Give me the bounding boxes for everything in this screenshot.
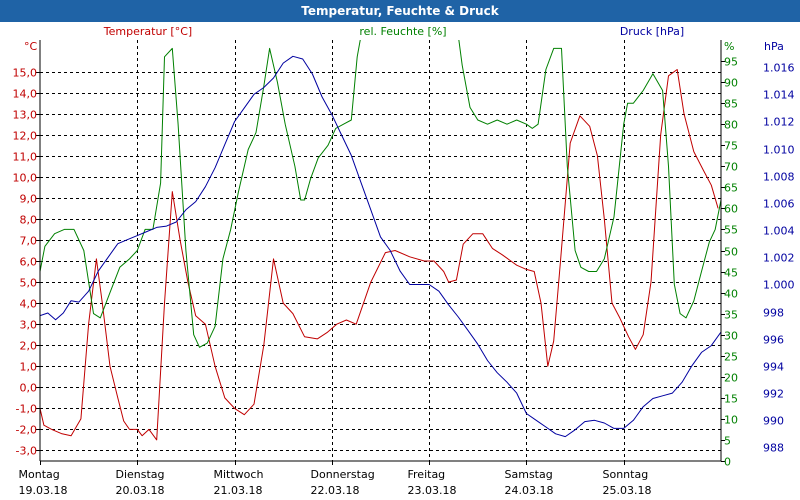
day-label: Montag (19, 468, 60, 481)
humidity-line (40, 40, 721, 348)
day-label: Donnerstag (311, 468, 375, 481)
temperature-tick-label: 8,0 (20, 214, 38, 227)
temperature-tick-label: 12,0 (13, 130, 38, 143)
humidity-tick-label: 70 (724, 161, 738, 174)
day-label: Sonntag (603, 468, 649, 481)
date-label: 24.03.18 (505, 484, 554, 497)
pressure-tick-label: 1.004 (763, 225, 795, 238)
humidity-tick-label: 10 (724, 414, 738, 427)
pressure-tick-label: 1.006 (763, 198, 795, 211)
humidity-axis-title: rel. Feuchte [%] (359, 25, 446, 38)
pressure-tick-label: 1.010 (763, 144, 795, 157)
temperature-unit-label: °C (24, 40, 38, 53)
humidity-tick-label: 75 (724, 140, 738, 153)
humidity-tick-label: 80 (724, 119, 738, 132)
humidity-tick-label: 35 (724, 309, 738, 322)
date-label: 19.03.18 (19, 484, 68, 497)
temperature-tick-label: 10,0 (13, 172, 38, 185)
day-label: Freitag (408, 468, 446, 481)
window-title: Temperatur, Feuchte & Druck (0, 0, 800, 22)
humidity-tick-label: 45 (724, 267, 738, 280)
pressure-tick-label: 1.000 (763, 279, 795, 292)
temperature-tick-label: -3,0 (16, 445, 37, 458)
humidity-tick-label: 15 (724, 393, 738, 406)
pressure-tick-label: 1.008 (763, 171, 795, 184)
humidity-tick-label: 5 (724, 435, 731, 448)
pressure-line (40, 55, 721, 438)
temperature-tick-label: 13,0 (13, 109, 38, 122)
axes: -3,0 -2,0 -1,0 0,0 1,0 2,0 3,0 4,0 5,0 6,0 7,0 8,0 9… (13, 40, 795, 497)
day-label: Samstag (505, 468, 553, 481)
pressure-tick-label: 1.016 (763, 62, 795, 75)
humidity-tick-label: 0 (724, 456, 731, 469)
temperature-tick-label: 4,0 (20, 298, 38, 311)
date-label: 23.03.18 (408, 484, 457, 497)
humidity-tick-label: 65 (724, 182, 738, 195)
temperature-tick-label: 0,0 (20, 382, 38, 395)
date-label: 22.03.18 (311, 484, 360, 497)
humidity-tick-label: 40 (724, 288, 738, 301)
pressure-tick-label: 1.012 (763, 116, 795, 129)
day-label: Dienstag (116, 468, 165, 481)
temperature-tick-label: -1,0 (16, 403, 37, 416)
pressure-axis-title: Druck [hPa] (620, 25, 684, 38)
humidity-tick-label: 25 (724, 351, 738, 364)
pressure-unit-label: hPa (764, 40, 784, 53)
pressure-tick-label: 990 (763, 415, 784, 428)
temperature-tick-label: 14,0 (13, 88, 38, 101)
humidity-tick-label: 95 (724, 56, 738, 69)
humidity-tick-label: 55 (724, 224, 738, 237)
humidity-unit-label: % (724, 40, 734, 53)
humidity-tick-label: 85 (724, 98, 738, 111)
humidity-tick-label: 50 (724, 246, 738, 259)
grid (40, 40, 721, 461)
temperature-tick-label: 6,0 (20, 256, 38, 269)
pressure-tick-label: 992 (763, 388, 784, 401)
temperature-line (40, 69, 719, 441)
temperature-tick-label: 9,0 (20, 193, 38, 206)
temperature-tick-label: 1,0 (20, 361, 38, 374)
temperature-tick-label: 11,0 (13, 151, 38, 164)
temperature-tick-label: 15,0 (13, 67, 38, 80)
temperature-tick-label: -2,0 (16, 424, 37, 437)
temperature-tick-label: 7,0 (20, 235, 38, 248)
humidity-tick-label: 20 (724, 372, 738, 385)
humidity-tick-label: 60 (724, 203, 738, 216)
pressure-tick-label: 1.002 (763, 252, 795, 265)
humidity-tick-label: 90 (724, 77, 738, 90)
temperature-axis-title: Temperatur [°C] (103, 25, 192, 38)
pressure-tick-label: 988 (763, 442, 784, 455)
pressure-tick-label: 994 (763, 361, 784, 374)
pressure-tick-label: 1.014 (763, 89, 795, 102)
temperature-tick-label: 2,0 (20, 340, 38, 353)
humidity-tick-label: 30 (724, 330, 738, 343)
temperature-tick-label: 3,0 (20, 319, 38, 332)
date-label: 21.03.18 (214, 484, 263, 497)
pressure-tick-label: 998 (763, 307, 784, 320)
pressure-tick-label: 996 (763, 334, 784, 347)
day-label: Mittwoch (214, 468, 264, 481)
temperature-tick-label: 5,0 (20, 277, 38, 290)
date-label: 20.03.18 (116, 484, 165, 497)
date-label: 25.03.18 (603, 484, 652, 497)
series-layer (40, 40, 721, 441)
